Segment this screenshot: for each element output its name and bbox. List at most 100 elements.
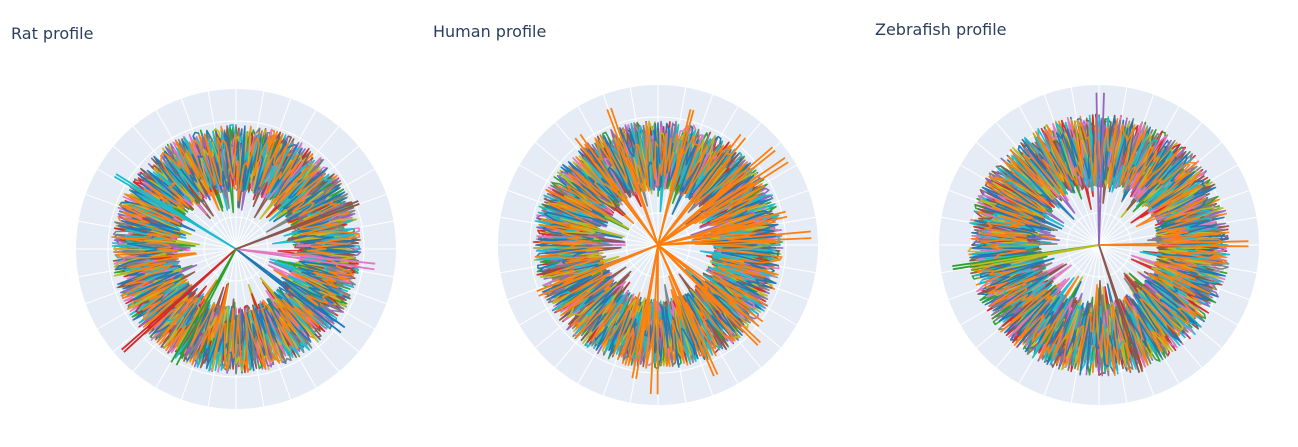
polar-grid — [939, 85, 1259, 405]
series-trace — [969, 114, 1228, 376]
series-trace — [534, 122, 782, 364]
radial-gridline — [561, 148, 755, 342]
polar-grid — [498, 85, 818, 405]
series-spike — [952, 244, 1100, 271]
series-trace — [539, 127, 783, 368]
radial-gridline — [593, 180, 723, 310]
series-trace — [115, 127, 358, 367]
series-trace — [534, 120, 774, 367]
series-trace — [537, 121, 779, 368]
angular-gridline — [657, 164, 797, 246]
series-trace — [533, 120, 784, 365]
angular-gridline — [519, 164, 659, 246]
angular-gridline — [657, 87, 687, 246]
angular-gridline — [1098, 244, 1238, 326]
angular-gridline — [235, 110, 317, 250]
series-trace — [113, 130, 359, 375]
angular-gridline — [519, 244, 659, 326]
series-spike — [121, 248, 237, 353]
angular-gridline — [995, 244, 1100, 368]
series-trace — [111, 124, 360, 372]
angular-gridline — [235, 248, 292, 400]
angular-gridline — [657, 141, 781, 246]
angular-gridline — [235, 193, 387, 250]
series-trace — [539, 123, 782, 370]
angular-gridline — [1098, 244, 1128, 403]
angular-gridline — [577, 106, 659, 246]
angular-gridline — [960, 244, 1100, 326]
angular-gridline — [602, 244, 659, 396]
angular-gridline — [78, 248, 237, 278]
series-trace — [969, 114, 1229, 374]
series-trace — [969, 120, 1228, 377]
series-trace — [536, 120, 776, 365]
radial-gridline — [171, 184, 301, 314]
series-trace — [538, 124, 781, 362]
series-trace — [114, 126, 358, 371]
series-trace — [969, 117, 1228, 368]
series-trace — [971, 116, 1229, 375]
angular-gridline — [155, 248, 237, 388]
series-trace — [971, 116, 1227, 371]
series-spike — [657, 210, 788, 246]
angular-gridline — [960, 164, 1100, 246]
angular-gridline — [657, 216, 816, 246]
angular-gridline — [1098, 244, 1222, 349]
angular-gridline — [1098, 164, 1238, 246]
angular-gridline — [235, 248, 317, 388]
angular-gridline — [1098, 141, 1222, 246]
series-spike — [1098, 244, 1144, 373]
series-trace — [114, 125, 360, 373]
series-trace — [972, 114, 1229, 376]
angular-gridline — [948, 189, 1100, 246]
polar-grid — [76, 89, 396, 409]
angular-gridline — [657, 189, 809, 246]
series-trace — [970, 119, 1230, 368]
angular-gridline — [235, 91, 265, 250]
radial-gridline — [107, 120, 365, 378]
angular-gridline — [132, 126, 237, 250]
angular-gridline — [155, 110, 237, 250]
angular-gridline — [235, 145, 359, 250]
angular-gridline — [1098, 244, 1155, 396]
angular-gridline — [941, 216, 1100, 246]
series-spike — [235, 200, 360, 250]
angular-gridline — [1018, 244, 1100, 384]
polar-background — [76, 89, 396, 409]
angular-gridline — [948, 244, 1100, 301]
series-spike — [631, 244, 659, 379]
angular-gridline — [235, 248, 375, 330]
series-trace — [973, 115, 1227, 377]
angular-gridline — [97, 168, 237, 250]
series-trace — [969, 117, 1229, 374]
angular-gridline — [235, 126, 340, 250]
series-trace — [967, 119, 1224, 372]
series-trace — [116, 133, 356, 368]
angular-gridline — [1098, 106, 1180, 246]
angular-gridline — [180, 98, 237, 250]
angular-gridline — [500, 244, 659, 274]
angular-gridline — [207, 91, 237, 250]
series-spike — [657, 230, 812, 246]
angular-gridline — [507, 189, 659, 246]
series-spike — [657, 157, 789, 246]
series-spike — [649, 244, 659, 395]
angular-gridline — [995, 122, 1100, 246]
series-trace — [973, 121, 1231, 375]
angular-gridline — [85, 193, 237, 250]
angular-gridline — [1098, 244, 1250, 301]
angular-gridline — [207, 248, 237, 407]
series-trace — [113, 129, 359, 372]
series-spike — [113, 173, 237, 250]
angular-gridline — [657, 244, 687, 403]
angular-gridline — [1070, 244, 1100, 403]
angular-gridline — [657, 244, 816, 274]
series-trace — [970, 113, 1228, 371]
series-trace — [112, 128, 360, 369]
series-spike — [170, 248, 237, 366]
series-trace — [114, 125, 359, 372]
series-trace — [970, 115, 1227, 368]
series-trace — [970, 115, 1228, 372]
series-spike — [1098, 240, 1249, 248]
